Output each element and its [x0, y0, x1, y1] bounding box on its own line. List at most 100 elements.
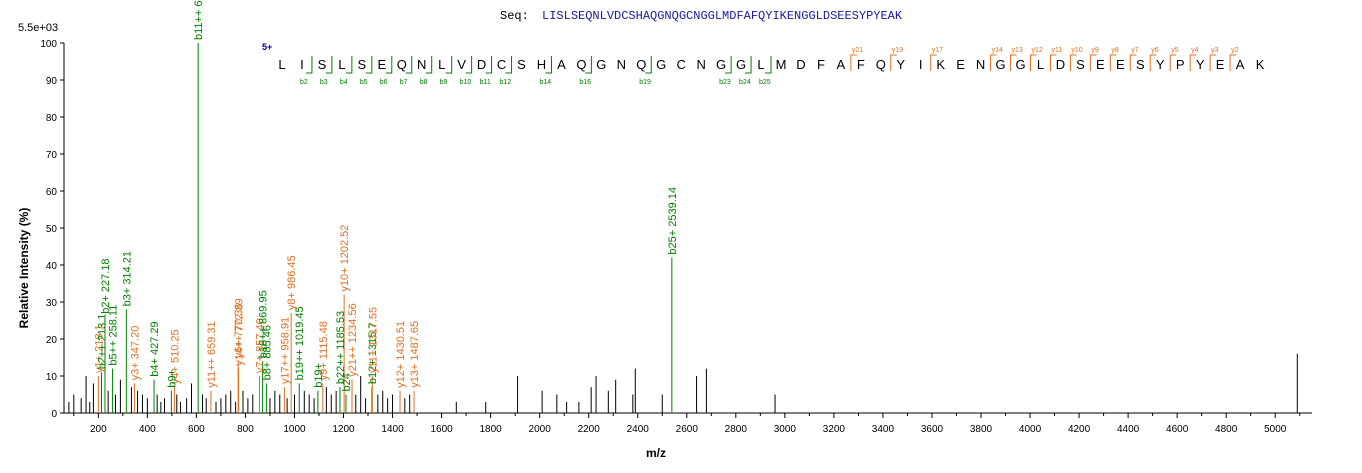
- y-ion-label: y9: [1091, 47, 1099, 54]
- x-tick-label: 2800: [725, 424, 748, 435]
- b-ion-label: b4: [340, 79, 348, 86]
- y-ion-label: y2: [1231, 47, 1239, 54]
- x-tick-label: 200: [90, 424, 107, 435]
- y-tick-label: 90: [46, 76, 58, 87]
- x-tick-label: 400: [139, 424, 156, 435]
- y-tick-label: 10: [46, 372, 58, 383]
- y-ion-bracket: [1209, 54, 1217, 71]
- y-tick-label: 40: [46, 261, 58, 272]
- b-ion-label: b24: [739, 79, 751, 86]
- sequence-residue: M: [776, 57, 787, 72]
- y-tick-label: 50: [46, 224, 58, 235]
- b-ion-label: b25: [759, 79, 771, 86]
- y-max-label: 5.5e+03: [18, 22, 58, 34]
- sequence-residue: N: [976, 57, 985, 72]
- y-tick-label: 30: [46, 298, 58, 309]
- y-ion-label: y4: [1191, 47, 1199, 54]
- sequence-residue: K: [936, 57, 945, 72]
- x-tick-label: 2400: [627, 424, 650, 435]
- sequence-residue: N: [696, 57, 705, 72]
- sequence-residue: S: [358, 57, 367, 72]
- b-ion-label: b8: [420, 79, 428, 86]
- b-ion-bracket: [465, 56, 473, 74]
- sequence-residue: P: [1176, 57, 1185, 72]
- peak-label-y: y14++ 772.39: [234, 298, 246, 365]
- b-ion-label: b19: [639, 79, 651, 86]
- b-ion-label: b12: [500, 79, 512, 86]
- y-ion-bracket: [1169, 54, 1177, 71]
- x-tick-label: 1400: [381, 424, 404, 435]
- x-tick-label: 800: [237, 424, 254, 435]
- b-ion-label: b11: [480, 79, 491, 86]
- x-tick-label: 4800: [1215, 424, 1238, 435]
- peak-label-y: y1+ 218.1: [93, 324, 105, 373]
- peak-label-y: y13+ 1487.65: [409, 321, 421, 388]
- y-ion-bracket: [1030, 54, 1037, 71]
- sequence-residue: I: [300, 57, 304, 72]
- b-ion-bracket: [745, 56, 752, 74]
- sequence-residue: N: [617, 57, 626, 72]
- peak-label-b: b22++ 1185.53: [335, 311, 347, 384]
- sequence-residue: L: [438, 57, 445, 72]
- peak-label-y: y3+ 347.20: [129, 326, 141, 381]
- sequence-residue: G: [995, 57, 1005, 72]
- sequence-residue: F: [817, 57, 825, 72]
- b-ion-label: b6: [380, 79, 388, 86]
- b-ion-bracket: [425, 56, 433, 74]
- y-ion-bracket: [850, 54, 857, 71]
- sequence-residue: H: [537, 57, 546, 72]
- b-ion-bracket: [365, 56, 373, 74]
- sequence-header: Seq: LISLSEQNLVDCSHAQGNQGCNGGLMDFAFQYIKE…: [500, 9, 903, 23]
- y-ion-label: y21: [852, 47, 863, 54]
- x-tick-label: 4000: [1019, 424, 1042, 435]
- b-ion-label: b16: [579, 79, 591, 86]
- x-axis-title: m/z: [646, 446, 666, 460]
- peak-label-y: y21++ 1234.56: [347, 303, 359, 376]
- peak-label-b: b25+ 2539.14: [667, 187, 679, 255]
- y-ion-label: y14: [992, 47, 1003, 54]
- sequence-residue: C: [677, 57, 686, 72]
- y-ion-label: y12: [1032, 47, 1043, 54]
- y-ion-bracket: [990, 54, 997, 71]
- x-tick-label: 4600: [1166, 424, 1189, 435]
- b-ion-label: b3: [320, 79, 328, 86]
- y-ion-label: y17: [932, 47, 943, 54]
- x-tick-label: 5000: [1264, 424, 1287, 435]
- b-ion-label: b5: [360, 79, 368, 86]
- x-tick-label: 4200: [1068, 424, 1091, 435]
- peak-label-b: b9+: [166, 369, 178, 388]
- sequence-residue: G: [716, 57, 726, 72]
- peak-label-b: b19+: [313, 363, 325, 388]
- x-tick-label: 3800: [970, 424, 993, 435]
- sequence-residue: D: [1056, 57, 1065, 72]
- b-ion-label: b9: [440, 79, 448, 86]
- x-tick-label: 3400: [872, 424, 895, 435]
- sequence-residue: Y: [1156, 57, 1165, 72]
- sequence-residue: A: [837, 57, 846, 72]
- y-ion-bracket: [1189, 54, 1197, 71]
- sequence-residue: D: [796, 57, 805, 72]
- peak-label-b: b2++ 213.1: [97, 314, 109, 370]
- b-ion-bracket: [405, 56, 413, 74]
- peak-label-b: b2+ 227.18: [100, 258, 112, 313]
- peak-label-b: b12+ 1315.7: [367, 323, 379, 384]
- b-ion-bracket: [385, 56, 393, 74]
- sequence-residue: Q: [636, 57, 646, 72]
- y-ion-bracket: [890, 54, 897, 71]
- y-ion-bracket: [1010, 54, 1017, 71]
- sequence-residue: L: [1037, 57, 1044, 72]
- sequence-residue: D: [477, 57, 486, 72]
- peak-label-y: y17++ 958.91: [279, 317, 291, 384]
- peak-label-y: y7+ 857.40: [255, 318, 267, 373]
- peak-label-y: y11++ 659.31: [206, 321, 218, 387]
- peak-label-y: y4+ 510.25: [169, 329, 181, 384]
- y-ion-label: y19: [892, 47, 903, 54]
- b-ion-label: b10: [460, 79, 472, 86]
- b-ion-bracket: [545, 56, 552, 74]
- x-tick-label: 1000: [283, 424, 306, 435]
- peak-label-b: b11++ 607.3: [193, 0, 205, 40]
- b-ion-bracket: [485, 56, 493, 74]
- x-tick-label: 3000: [774, 424, 797, 435]
- sequence-residue: E: [956, 57, 965, 72]
